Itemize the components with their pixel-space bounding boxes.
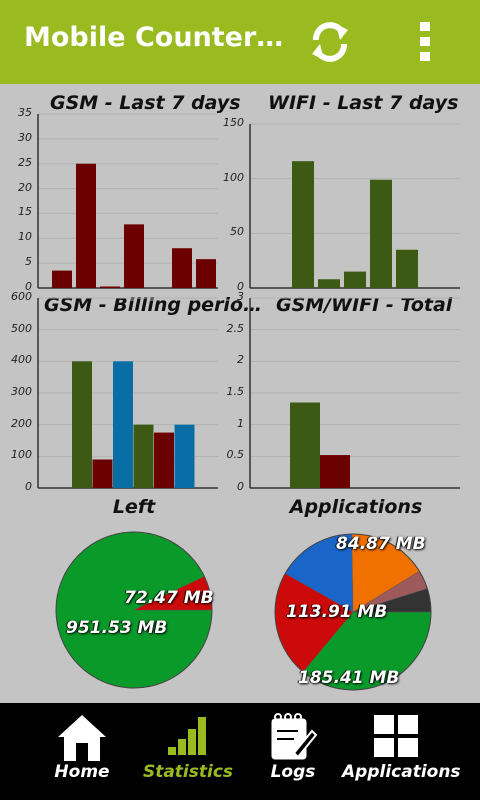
nav-home-label: Home xyxy=(54,762,110,782)
bar xyxy=(76,163,96,288)
bar xyxy=(72,361,92,488)
bar xyxy=(154,432,174,488)
nav-applications-label: Applications xyxy=(342,762,461,782)
bar xyxy=(320,455,350,488)
nav-statistics[interactable]: Statistics xyxy=(140,703,236,800)
left-pie-chart xyxy=(55,531,213,689)
bar xyxy=(292,161,314,288)
bar xyxy=(52,270,72,288)
home-icon xyxy=(58,715,106,761)
apps-pie-label-a: 84.87 MB xyxy=(336,534,426,554)
y-tick-label: 15 xyxy=(18,205,32,219)
nav-logs[interactable]: Logs xyxy=(258,703,328,800)
y-tick-label: 100 xyxy=(11,448,32,462)
y-tick-label: 150 xyxy=(223,116,244,129)
nav-home[interactable]: Home xyxy=(44,703,120,800)
y-tick-label: 1.5 xyxy=(226,385,245,398)
bar xyxy=(196,259,216,288)
bar xyxy=(290,402,320,488)
apps-pie-label-b: 113.91 MB xyxy=(286,602,388,622)
bar xyxy=(370,179,392,288)
y-tick-label: 400 xyxy=(11,353,32,367)
y-tick-label: 2 xyxy=(237,353,244,367)
bar xyxy=(92,459,113,488)
y-tick-label: 0 xyxy=(25,480,32,493)
gsm-wifi-total-title: GSM/WIFI - Total xyxy=(276,294,453,316)
left-pie-label-big: 951.53 MB xyxy=(66,618,168,638)
y-tick-label: 2.5 xyxy=(226,321,245,335)
y-tick-label: 5 xyxy=(25,255,32,269)
gsm-last7-chart xyxy=(37,113,218,289)
bar xyxy=(318,279,340,288)
y-tick-label: 25 xyxy=(18,155,32,169)
nav-statistics-label: Statistics xyxy=(142,762,234,782)
overflow-menu-icon[interactable] xyxy=(408,18,444,66)
nav-applications[interactable]: Applications xyxy=(342,703,461,800)
bar xyxy=(113,361,133,488)
y-tick-label: 35 xyxy=(18,106,32,119)
pie-outline xyxy=(55,531,213,689)
app-title: Mobile Counter… xyxy=(24,22,284,53)
gsm-billing-chart xyxy=(37,297,218,489)
bar xyxy=(172,248,192,288)
y-tick-label: 0 xyxy=(237,480,244,493)
bar xyxy=(344,271,366,288)
nav-logs-label: Logs xyxy=(270,762,316,782)
apps-grid-icon xyxy=(374,715,418,757)
bar xyxy=(174,424,195,488)
bar xyxy=(124,224,144,288)
y-tick-label: 500 xyxy=(11,321,32,335)
bar xyxy=(100,286,120,288)
statistics-content: GSM - Last 7 days WIFI - Last 7 days GSM… xyxy=(0,84,480,703)
logs-icon xyxy=(271,713,318,760)
bottom-nav: Home Statistics Logs Application xyxy=(0,703,480,800)
y-tick-label: 1 xyxy=(237,416,244,430)
wifi-last7-chart xyxy=(249,123,460,289)
y-tick-label: 20 xyxy=(18,180,32,194)
wifi-last7-title: WIFI - Last 7 days xyxy=(268,92,459,114)
gsm-billing-title: GSM - Billing perio… xyxy=(44,294,262,316)
pie-outline xyxy=(274,533,432,691)
y-tick-label: 600 xyxy=(11,290,32,303)
gsm-wifi-total-chart xyxy=(249,297,460,489)
y-tick-label: 10 xyxy=(18,230,32,244)
bar xyxy=(396,249,418,288)
apps-pie-chart xyxy=(274,533,432,691)
bar xyxy=(133,424,154,488)
apps-pie-title: Applications xyxy=(289,496,423,518)
y-tick-label: 0 xyxy=(237,280,244,293)
y-tick-label: 0 xyxy=(25,280,32,293)
left-pie-label-small: 72.47 MB xyxy=(124,588,214,608)
y-tick-label: 300 xyxy=(11,385,32,398)
y-tick-label: 30 xyxy=(18,130,32,144)
apps-pie-label-c: 185.41 MB xyxy=(298,668,400,688)
y-tick-label: 50 xyxy=(230,225,244,239)
gsm-last7-title: GSM - Last 7 days xyxy=(50,92,241,114)
y-tick-label: 200 xyxy=(11,416,32,430)
bar-chart-icon xyxy=(168,717,206,755)
refresh-icon[interactable] xyxy=(306,18,354,66)
app-bar: Mobile Counter… xyxy=(0,0,480,84)
left-pie-title: Left xyxy=(112,496,156,518)
y-tick-label: 3 xyxy=(237,290,244,303)
y-tick-label: 100 xyxy=(223,170,244,184)
y-tick-label: 0.5 xyxy=(226,448,245,462)
